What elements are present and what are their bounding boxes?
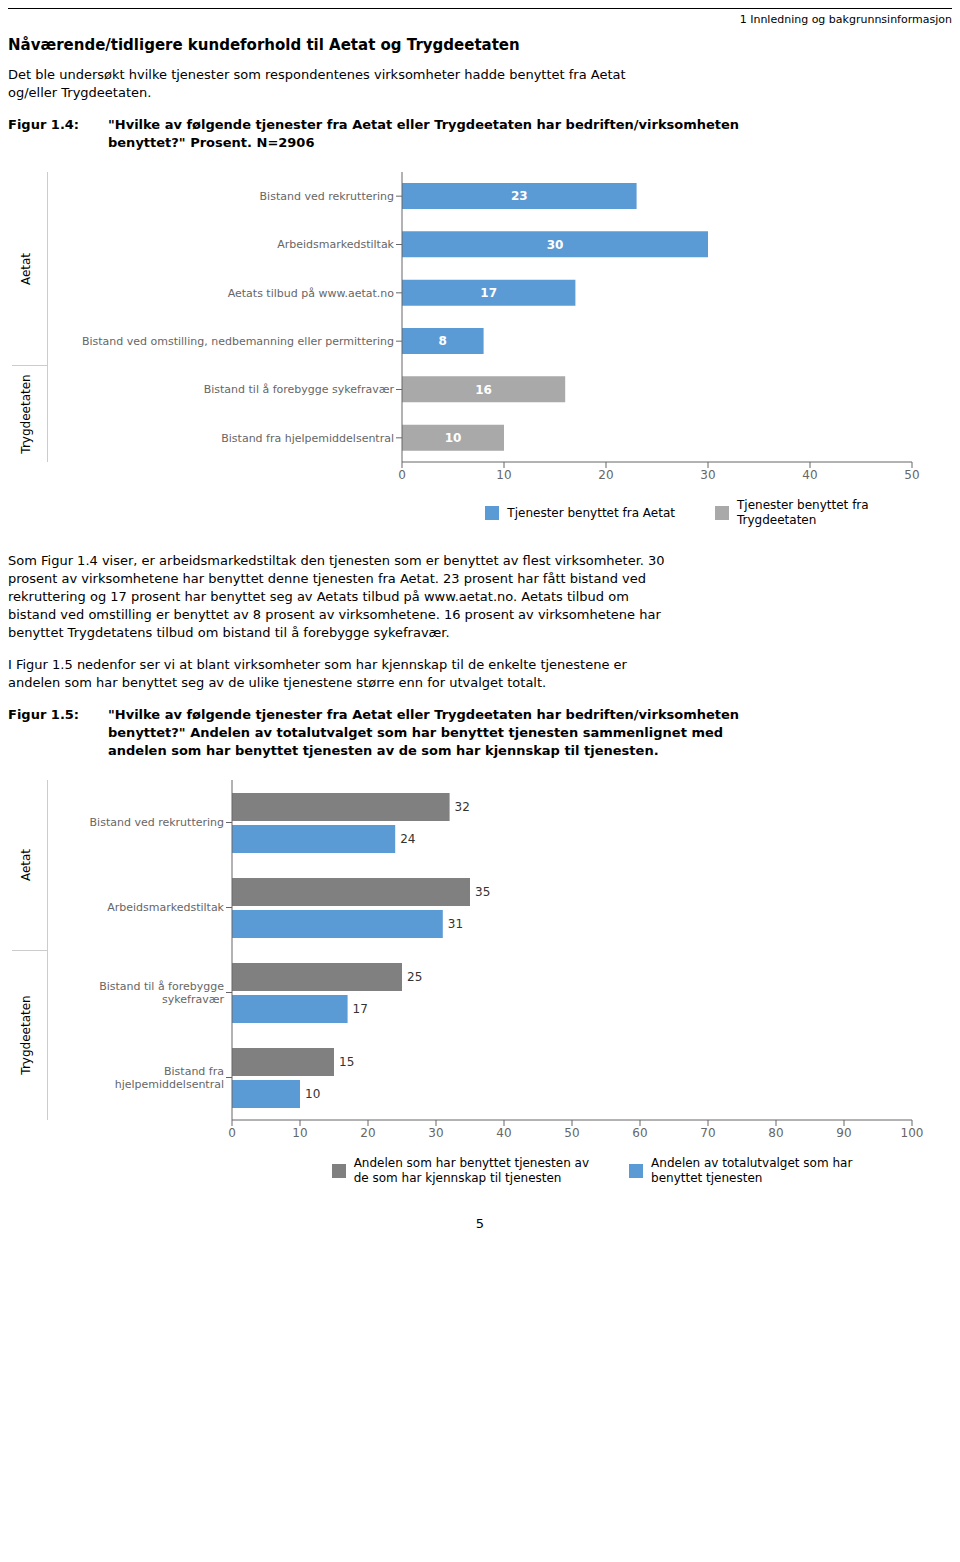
svg-text:15: 15 [339,1055,354,1069]
svg-text:32: 32 [455,800,470,814]
svg-text:20: 20 [598,468,613,482]
svg-text:10: 10 [496,468,511,482]
svg-text:Aetats tilbud på www.aetat.no: Aetats tilbud på www.aetat.no [228,287,395,300]
svg-text:Bistand til å forebyggesykefra: Bistand til å forebyggesykefravær [99,980,224,1006]
svg-text:100: 100 [901,1126,924,1140]
html-text:Som Figur 1.4 viser, er arbeid: Som Figur 1.4 viser, er arbeidsmarkedsti… [8,553,665,640]
svg-text:10: 10 [292,1126,307,1140]
svg-text:Bistand ved rekruttering: Bistand ved rekruttering [90,816,224,829]
html-text:"Hvilke av følgende tjenester: "Hvilke av følgende tjenester fra Aetat … [108,117,740,150]
svg-text:25: 25 [407,970,422,984]
html-text:Trygdeetaten: Trygdeetaten [19,995,33,1075]
svg-text:16: 16 [475,383,492,397]
svg-text:Arbeidsmarkedstiltak: Arbeidsmarkedstiltak [107,901,224,914]
svg-text:70: 70 [700,1126,715,1140]
svg-text:Bistand fra hjelpemiddelsentra: Bistand fra hjelpemiddelsentral [221,432,394,445]
html-text:Det ble undersøkt hvilke tjene: Det ble undersøkt hvilke tjenester som r… [8,67,626,100]
svg-text:Bistand ved omstilling, nedbem: Bistand ved omstilling, nedbemanning ell… [82,335,394,348]
svg-text:30: 30 [547,238,564,252]
html-text:Figur 1.5:: Figur 1.5: [8,707,80,722]
html-text:Nåværende/tidligere kundeforho: Nåværende/tidligere kundeforhold til Aet… [8,36,520,54]
svg-text:80: 80 [768,1126,783,1140]
svg-text:17: 17 [353,1002,368,1016]
html-text:Aetat: Aetat [19,252,33,285]
svg-text:Bistand til å forebygge sykefr: Bistand til å forebygge sykefravær [204,383,395,396]
svg-text:23: 23 [511,189,528,203]
html-text:Trygdeetaten: Trygdeetaten [19,374,33,454]
svg-text:0: 0 [228,1126,236,1140]
svg-text:24: 24 [400,832,415,846]
svg-text:10: 10 [305,1087,320,1101]
svg-text:40: 40 [496,1126,511,1140]
html-text:Andelen som har benyttet tjene: Andelen som har benyttet tjenesten av de… [353,1156,590,1185]
html-text:Tjenester benyttet fra Aetat: Tjenester benyttet fra Aetat [507,505,675,520]
svg-text:Bistand ved rekruttering: Bistand ved rekruttering [260,190,394,203]
html-text:5: 5 [475,1216,485,1231]
svg-text:0: 0 [398,468,406,482]
svg-text:90: 90 [836,1126,851,1140]
html-text:Figur 1.4:: Figur 1.4: [8,117,80,132]
svg-text:20: 20 [360,1126,375,1140]
svg-text:50: 50 [564,1126,579,1140]
svg-text:60: 60 [632,1126,647,1140]
svg-text:30: 30 [700,468,715,482]
html-text:1 Innledning og bakgrunnsinfor: 1 Innledning og bakgrunnsinformasjon [739,13,952,26]
svg-text:40: 40 [802,468,817,482]
html-text:Tjenester benyttet fra Trygdee: Tjenester benyttet fra Trygdeetaten [737,498,869,527]
svg-text:Bistand frahjelpemiddelsentral: Bistand frahjelpemiddelsentral [115,1065,224,1091]
html-text:Andelen av totalutvalget som h: Andelen av totalutvalget som har benytte… [651,1156,853,1185]
svg-text:17: 17 [480,286,497,300]
svg-text:31: 31 [448,917,463,931]
html-text:Aetat: Aetat [19,848,33,882]
svg-text:30: 30 [428,1126,443,1140]
svg-text:50: 50 [904,468,919,482]
html-text:I Figur 1.5 nedenfor ser vi at: I Figur 1.5 nedenfor ser vi at blant vir… [8,657,627,690]
svg-text:35: 35 [475,885,490,899]
svg-text:8: 8 [439,334,447,348]
html-text:"Hvilke av følgende tjenester: "Hvilke av følgende tjenester fra Aetat … [108,707,740,758]
svg-text:10: 10 [445,431,462,445]
svg-text:Arbeidsmarkedstiltak: Arbeidsmarkedstiltak [277,238,394,251]
